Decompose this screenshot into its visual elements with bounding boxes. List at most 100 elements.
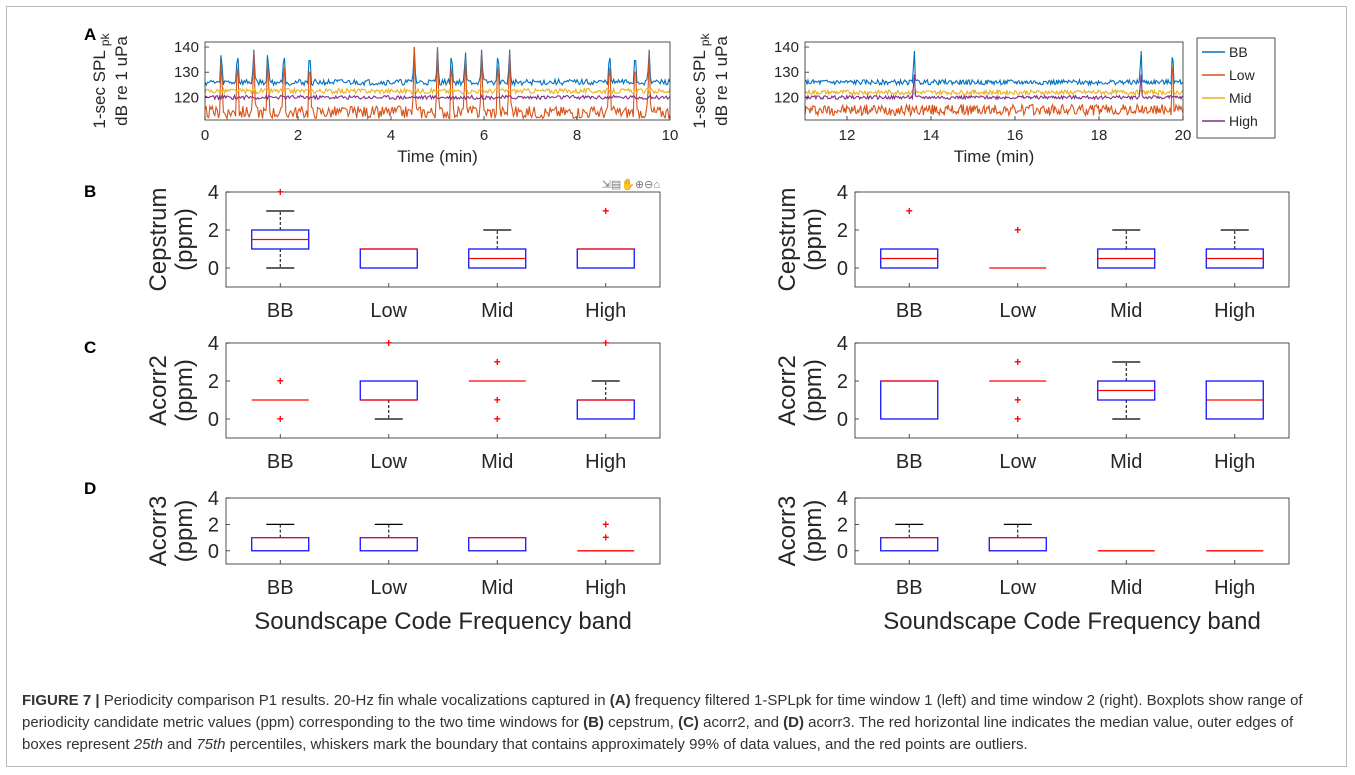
y-tick-label: 0 — [208, 409, 219, 431]
x-tick-label-high: High — [585, 451, 626, 473]
x-tick-label-mid: Mid — [481, 300, 513, 322]
y-tick-label: 4 — [837, 488, 848, 510]
y-axis-label: Acorr2 — [774, 355, 801, 426]
caption-text-7: percentiles, whiskers mark the boundary … — [225, 736, 1028, 753]
y-axis-label: 1-sec SPL pk — [690, 32, 712, 128]
panel-C-right: BB + + + Low Mid High 0 2 4 Acorr2 (ppm) — [774, 333, 1290, 473]
x-axis-label: Soundscape Code Frequency band — [883, 608, 1261, 635]
x-tick-label: 14 — [923, 127, 940, 144]
y-axis-label-units: (ppm) — [800, 359, 827, 422]
y-tick-label: 0 — [837, 541, 848, 563]
caption-ref-b: (B) — [583, 714, 604, 731]
y-axis-label: Acorr2 — [145, 355, 172, 426]
y-tick-label: 0 — [208, 541, 219, 563]
y-tick-label: 0 — [837, 409, 848, 431]
x-tick-label: 0 — [201, 127, 209, 144]
y-axis-label-main: 1-sec SPL — [90, 46, 109, 129]
caption-text-3: cepstrum, — [603, 714, 679, 731]
boxplot-low — [359, 248, 418, 269]
panel-D-left: BB Low Mid ++ High 0 2 4 Acorr3 (ppm) Soundscape C… — [145, 488, 661, 635]
outlier-point: + — [494, 393, 501, 407]
axes-box — [854, 342, 1290, 439]
x-tick-label-bb: BB — [896, 451, 923, 473]
y-tick-label: 4 — [208, 182, 219, 204]
series-line-high — [205, 93, 670, 101]
x-tick-label: 4 — [387, 127, 395, 144]
y-tick-label: 2 — [208, 371, 219, 393]
series-group — [205, 46, 670, 120]
panel-D-right: BB Low Mid High 0 2 4 Acorr3 (ppm) Soundscape Cod… — [774, 488, 1290, 635]
boxplot-low — [359, 523, 418, 552]
y-axis-label: Acorr3 — [774, 496, 801, 567]
y-tick-label: 2 — [837, 514, 848, 536]
y-axis-label: Acorr3 — [145, 496, 172, 567]
caption-text-2: frequency filtered 1-SPLpk for time wind… — [22, 692, 1303, 731]
x-axis-label: Soundscape Code Frequency band — [254, 608, 632, 635]
outlier-point: + — [602, 531, 609, 545]
y-axis-label-units: (ppm) — [800, 500, 827, 563]
series-line-high — [805, 74, 1183, 101]
x-tick-label: 12 — [839, 127, 856, 144]
y-tick-label: 0 — [208, 258, 219, 280]
axes-toolbar-icons: ⇲▤✋⊕⊖⌂ — [602, 178, 660, 191]
series-line-bb — [805, 50, 1183, 87]
x-tick-label: 2 — [294, 127, 302, 144]
x-tick-label-bb: BB — [896, 300, 923, 322]
panel-A-left: 120 130 140 0 2 4 6 8 10 Time (min) 1-sec SPL pk dB… — [90, 32, 678, 166]
y-tick-label: 140 — [774, 39, 799, 56]
x-tick-label-high: High — [1214, 577, 1255, 599]
outlier-point: + — [602, 336, 609, 350]
x-tick-label-low: Low — [370, 300, 407, 322]
panel-letter-a: A — [84, 25, 96, 44]
x-tick-label: 18 — [1091, 127, 1108, 144]
boxplot-bb: ++ — [251, 374, 309, 426]
outlier-point: + — [277, 412, 284, 426]
panel-B-left: + BB Low Mid + High 0 2 4 Cepstrum (ppm) — [145, 182, 661, 322]
x-tick-label-high: High — [585, 300, 626, 322]
y-tick-label: 130 — [174, 64, 199, 81]
axes-box — [854, 191, 1290, 288]
x-tick-label-mid: Mid — [1110, 451, 1142, 473]
x-tick-label: 6 — [480, 127, 488, 144]
boxplot-low — [988, 523, 1047, 552]
outlier-point: + — [277, 185, 284, 199]
x-tick-label-high: High — [1214, 300, 1255, 322]
y-axis-label-units: (ppm) — [800, 208, 827, 271]
series-line-low — [205, 46, 670, 120]
y-tick-label: 130 — [774, 64, 799, 81]
x-tick-label-high: High — [585, 577, 626, 599]
caption-ref-d: (D) — [783, 714, 804, 731]
axes-box — [225, 497, 661, 565]
y-axis-label: Cepstrum — [774, 187, 801, 291]
boxplot-bb — [880, 380, 939, 420]
boxplot-bb: + — [251, 185, 310, 269]
y-tick-label: 120 — [774, 89, 799, 106]
x-tick-label-bb: BB — [267, 577, 294, 599]
y-axis-label: 1-sec SPL pk — [90, 32, 112, 128]
figure-frame — [6, 6, 1347, 767]
caption-25th: 25th — [133, 736, 163, 753]
boxplot-high: + — [576, 204, 635, 269]
y-tick-label: 4 — [837, 333, 848, 355]
x-tick-label: 10 — [662, 127, 679, 144]
x-tick-label-low: Low — [370, 451, 407, 473]
series-line-mid — [805, 88, 1183, 97]
boxplot-mid — [468, 229, 527, 269]
boxplot-high: ++ — [577, 517, 635, 552]
y-tick-label: 2 — [208, 220, 219, 242]
x-tick-label-mid: Mid — [481, 577, 513, 599]
panel-letter-c: C — [84, 338, 96, 357]
outlier-point: + — [1014, 393, 1021, 407]
y-tick-label: 4 — [208, 333, 219, 355]
axes-box — [854, 497, 1290, 565]
y-tick-label: 2 — [208, 514, 219, 536]
panel-letter-d: D — [84, 479, 96, 498]
x-tick-label-low: Low — [999, 577, 1036, 599]
y-axis-label-units: dB re 1 uPa — [712, 36, 731, 126]
y-tick-label: 2 — [837, 371, 848, 393]
boxplot-high: + — [576, 336, 635, 420]
boxplot-low: + — [989, 223, 1047, 269]
